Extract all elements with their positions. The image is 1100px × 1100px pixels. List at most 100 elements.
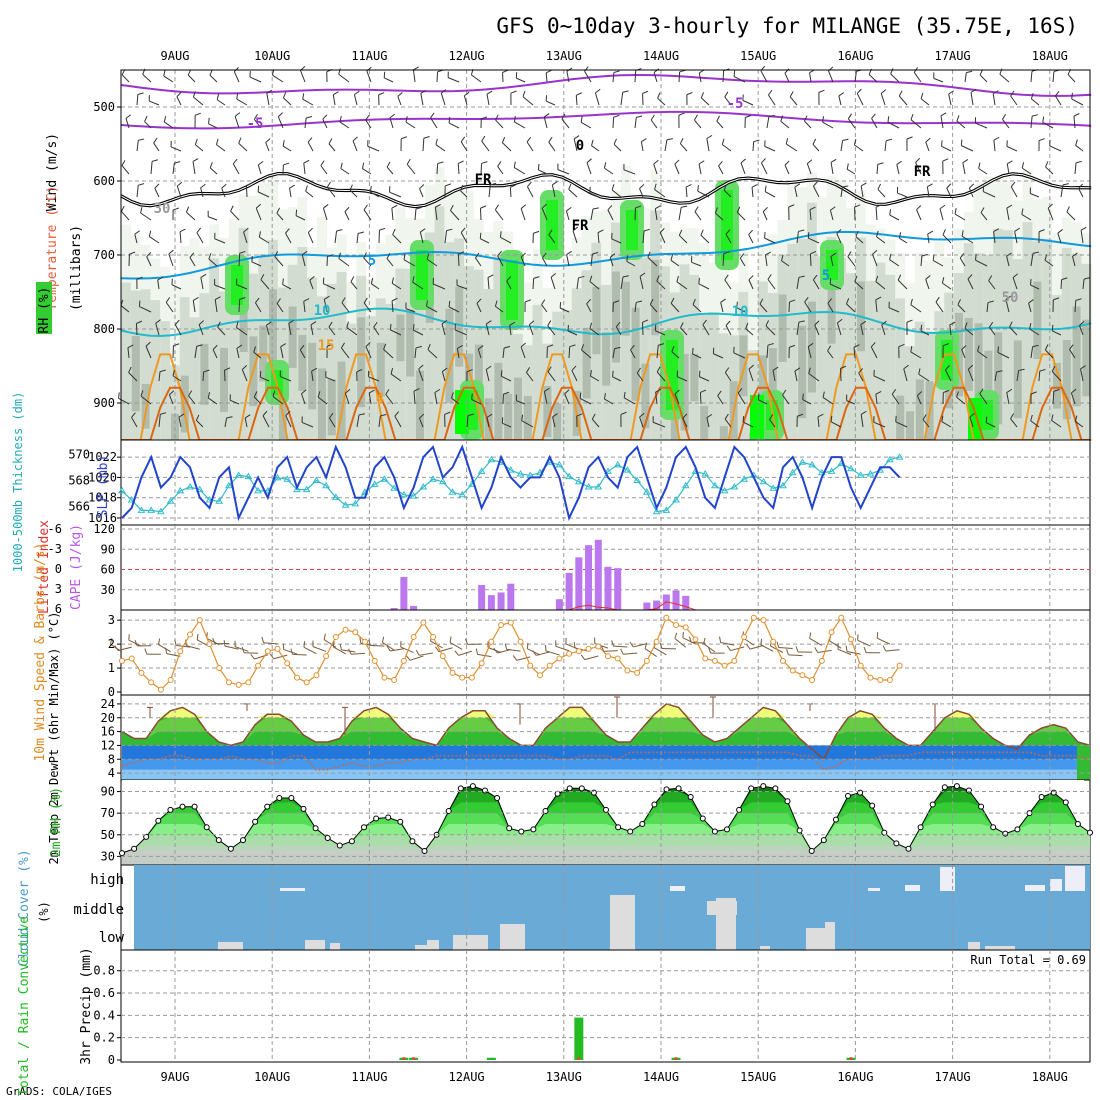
wind-barb-flag (365, 114, 370, 121)
wind-barb-flag (1039, 368, 1046, 372)
thickness-marker (740, 475, 748, 482)
wind-barb (1047, 207, 1054, 221)
wind-barb-flag (961, 345, 967, 350)
wind-barb-flag (243, 227, 249, 233)
wind-barb-flag (720, 298, 726, 303)
rh-shade-band (651, 259, 660, 336)
wind-barb-flag (875, 390, 882, 395)
wind-barb (647, 257, 658, 267)
wind-barb (118, 646, 132, 651)
wind-barb (898, 95, 908, 106)
wind-barb-flag (140, 390, 144, 397)
rh-shade-band (964, 318, 973, 391)
wind-barb (847, 256, 856, 267)
wind-barb (441, 323, 446, 336)
wind-barb-flag (674, 159, 680, 165)
wind-barb-flag (700, 229, 704, 236)
high-cloud-bar (280, 888, 305, 891)
wind-barb-flag (954, 208, 957, 215)
wind-barb-flag (613, 300, 620, 304)
wind-barb (804, 301, 812, 313)
wind-barb-flag (636, 115, 643, 118)
wind-barb-flag (524, 299, 531, 303)
wind-barb-flag (794, 367, 801, 372)
wind-barb-flag (580, 654, 586, 660)
rh-shade-band (396, 314, 405, 362)
rh-saturated-area (416, 250, 428, 300)
wind-barb (127, 347, 130, 359)
wind-speed-marker (721, 662, 728, 669)
wind-barb-flag (1030, 391, 1037, 395)
wind-barb (366, 70, 372, 83)
wind-barb (310, 324, 314, 336)
date-label-top: 15AUG (740, 49, 776, 63)
wind-barb (641, 322, 644, 336)
wind-barb-flag (698, 160, 705, 165)
wind-barb (887, 121, 900, 129)
wind-barb (128, 372, 138, 382)
wind-barb (1070, 392, 1076, 405)
wind-barb-flag (389, 113, 396, 119)
wind-barb-flag (889, 209, 891, 216)
wind-barb-flag (365, 342, 371, 347)
wind-barb (350, 652, 366, 655)
wind-speed-marker (313, 672, 320, 679)
thickness-marker (244, 472, 253, 480)
wind-barb (397, 96, 402, 106)
wind-barb-flag (144, 115, 148, 122)
rh-marker (627, 828, 634, 835)
wind-barb-flag (442, 367, 448, 372)
wind-barb (1002, 119, 1010, 129)
wind-barb (118, 397, 130, 405)
wind-barb (854, 71, 857, 83)
wind-barb (232, 163, 240, 175)
wind-barb (1051, 419, 1062, 428)
wind-barb-flag (1069, 344, 1074, 350)
wind-barb (1045, 166, 1054, 175)
wind-barb (427, 349, 438, 359)
date-label-top: 12AUG (449, 49, 485, 63)
wind-barb-flag (967, 364, 974, 370)
rh-shade-band (895, 298, 906, 440)
wind-barb (460, 141, 468, 152)
wind-barb-flag (945, 365, 950, 371)
wind-barb (720, 302, 724, 313)
wind-barb-flag (1045, 161, 1049, 168)
wind-barb-flag (114, 645, 119, 651)
wind-barb (283, 97, 292, 106)
wind-barb-flag (332, 640, 335, 648)
wind-barb-flag (932, 254, 935, 261)
wind-barb-flag (509, 321, 516, 326)
temp-series (121, 696, 1091, 780)
wind-barb (694, 119, 702, 129)
wind-barb (682, 418, 688, 428)
wind-barb-flag (226, 416, 233, 419)
wind-barb (251, 261, 262, 267)
wind-barb (255, 207, 262, 221)
wind-barb (243, 231, 248, 244)
wind-barb (975, 122, 988, 129)
wind-barb-flag (818, 89, 825, 93)
wind-barb-flag (385, 389, 390, 395)
wind-barb (323, 283, 336, 290)
wind-barb-flag (241, 365, 248, 370)
wind-barb (486, 94, 490, 106)
wind-barb-flag (703, 637, 706, 644)
wind-barb (584, 71, 592, 83)
rh-marker (348, 838, 355, 845)
wind-barb (325, 376, 336, 382)
wind-barb-flag (529, 320, 535, 326)
tick-label: 0.8 (93, 964, 115, 978)
wind-barb (780, 120, 790, 129)
wind-speed-marker (507, 619, 514, 626)
wind-barb (514, 121, 526, 129)
wind-barb (880, 93, 886, 106)
wind-barb (590, 375, 600, 382)
wind-barb (567, 330, 578, 336)
wind-barb (273, 654, 288, 660)
wind-barb (456, 348, 460, 359)
wind-barb-flag (466, 369, 473, 373)
wind-barb (466, 415, 469, 428)
wind-barb-flag (500, 370, 503, 377)
wind-barb-flag (174, 639, 177, 646)
